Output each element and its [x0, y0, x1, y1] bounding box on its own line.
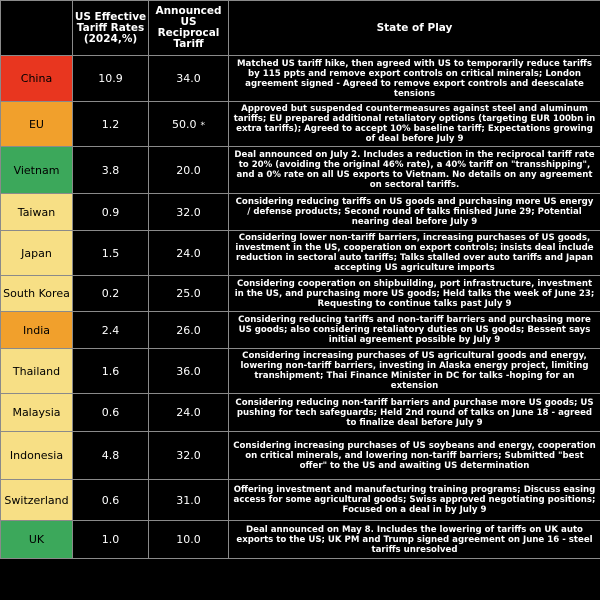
effective-rate-cell: 0.6: [72, 479, 149, 521]
announced-tariff-cell: 32.0: [148, 193, 229, 231]
country-cell: South Korea: [0, 275, 73, 312]
announced-tariff-cell: 50.0 *: [148, 101, 229, 147]
announced-tariff-cell: 10.0: [148, 520, 229, 559]
announced-tariff-cell: 20.0: [148, 146, 229, 194]
state-of-play-cell: Offering investment and manufacturing tr…: [228, 479, 600, 521]
state-of-play-cell: Considering increasing purchases of US a…: [228, 348, 600, 394]
country-cell: UK: [0, 520, 73, 559]
announced-tariff-value: 36.0: [176, 364, 201, 378]
country-cell: Vietnam: [0, 146, 73, 194]
state-of-play-cell: Considering lower non-tariff barriers, i…: [228, 230, 600, 276]
announced-tariff-value: 24.0: [176, 406, 201, 419]
state-of-play-cell: Considering reducing non-tariff barriers…: [228, 393, 600, 432]
state-of-play-cell: Approved but suspended countermeasures a…: [228, 101, 600, 147]
announced-tariff-value: 20.0: [176, 163, 201, 177]
country-cell: Indonesia: [0, 431, 73, 480]
table-row: EU 1.2 50.0 * Approved but suspended counter…: [0, 101, 600, 147]
state-of-play-cell: Considering cooperation on shipbuilding,…: [228, 275, 600, 312]
header-effective-rate: US Effective Tariff Rates (2024,%): [72, 0, 149, 56]
table-row: China 10.9 34.0 Matched US tariff hike, the…: [0, 55, 600, 102]
effective-rate-cell: 0.2: [72, 275, 149, 312]
table-row: Taiwan 0.9 32.0 Considering reducing tariff…: [0, 193, 600, 231]
state-of-play-cell: Deal announced on May 8. Includes the lo…: [228, 520, 600, 559]
table-row: Japan 1.5 24.0 Considering lower non-tariff…: [0, 230, 600, 276]
country-cell: Japan: [0, 230, 73, 276]
header-state-of-play: State of Play: [228, 0, 600, 56]
country-cell: Thailand: [0, 348, 73, 394]
effective-rate-cell: 1.2: [72, 101, 149, 147]
country-cell: Taiwan: [0, 193, 73, 231]
announced-tariff-cell: 24.0: [148, 230, 229, 276]
effective-rate-cell: 0.6: [72, 393, 149, 432]
announced-tariff-value: 26.0: [176, 323, 201, 337]
announced-tariff-value: 32.0: [176, 205, 201, 219]
effective-rate-cell: 10.9: [72, 55, 149, 102]
table-row: UK 1.0 10.0 Deal announced on May 8. Includ…: [0, 520, 600, 559]
table-row: Indonesia 4.8 32.0 Considering increasing p…: [0, 431, 600, 480]
announced-tariff-cell: 34.0: [148, 55, 229, 102]
state-of-play-cell: Considering increasing purchases of US s…: [228, 431, 600, 480]
announced-tariff-cell: 32.0: [148, 431, 229, 480]
announced-tariff-value: 31.0: [176, 493, 201, 507]
footnote-marker: *: [200, 120, 206, 131]
effective-rate-cell: 1.0: [72, 520, 149, 559]
country-cell: India: [0, 311, 73, 349]
state-of-play-cell: Considering reducing tariffs on US goods…: [228, 193, 600, 231]
effective-rate-cell: 1.6: [72, 348, 149, 394]
state-of-play-cell: Matched US tariff hike, then agreed with…: [228, 55, 600, 102]
country-cell: Malaysia: [0, 393, 73, 432]
announced-tariff-cell: 26.0: [148, 311, 229, 349]
announced-tariff-cell: 25.0: [148, 275, 229, 312]
table-row: Thailand 1.6 36.0 Considering increasing pu…: [0, 348, 600, 394]
header-announced-tariff: Announced US Reciprocal Tariff: [148, 0, 229, 56]
announced-tariff-value: 50.0: [172, 117, 197, 131]
table-row: Switzerland 0.6 31.0 Offering investment an…: [0, 479, 600, 521]
effective-rate-cell: 1.5: [72, 230, 149, 276]
announced-tariff-value: 25.0: [176, 287, 201, 300]
table-row: Malaysia 0.6 24.0 Considering reducing non-…: [0, 393, 600, 432]
state-of-play-cell: Considering reducing tariffs and non-tar…: [228, 311, 600, 349]
effective-rate-cell: 4.8: [72, 431, 149, 480]
country-cell: Switzerland: [0, 479, 73, 521]
table-row: Vietnam 3.8 20.0 Deal announced on July 2. …: [0, 146, 600, 194]
announced-tariff-cell: 36.0: [148, 348, 229, 394]
announced-tariff-cell: 24.0: [148, 393, 229, 432]
announced-tariff-value: 32.0: [176, 449, 201, 462]
header-country: [0, 0, 73, 56]
effective-rate-cell: 0.9: [72, 193, 149, 231]
table-row: South Korea 0.2 25.0 Considering cooperatio…: [0, 275, 600, 312]
country-cell: EU: [0, 101, 73, 147]
effective-rate-cell: 2.4: [72, 311, 149, 349]
announced-tariff-cell: 31.0: [148, 479, 229, 521]
country-cell: China: [0, 55, 73, 102]
table-row: India 2.4 26.0 Considering reducing tariffs…: [0, 311, 600, 349]
effective-rate-cell: 3.8: [72, 146, 149, 194]
announced-tariff-value: 24.0: [176, 246, 201, 260]
announced-tariff-value: 10.0: [176, 533, 201, 546]
header-row: US Effective Tariff Rates (2024,%) Annou…: [0, 0, 600, 56]
state-of-play-cell: Deal announced on July 2. Includes a red…: [228, 146, 600, 194]
announced-tariff-value: 34.0: [176, 72, 201, 85]
tariff-status-table: US Effective Tariff Rates (2024,%) Annou…: [0, 0, 600, 559]
